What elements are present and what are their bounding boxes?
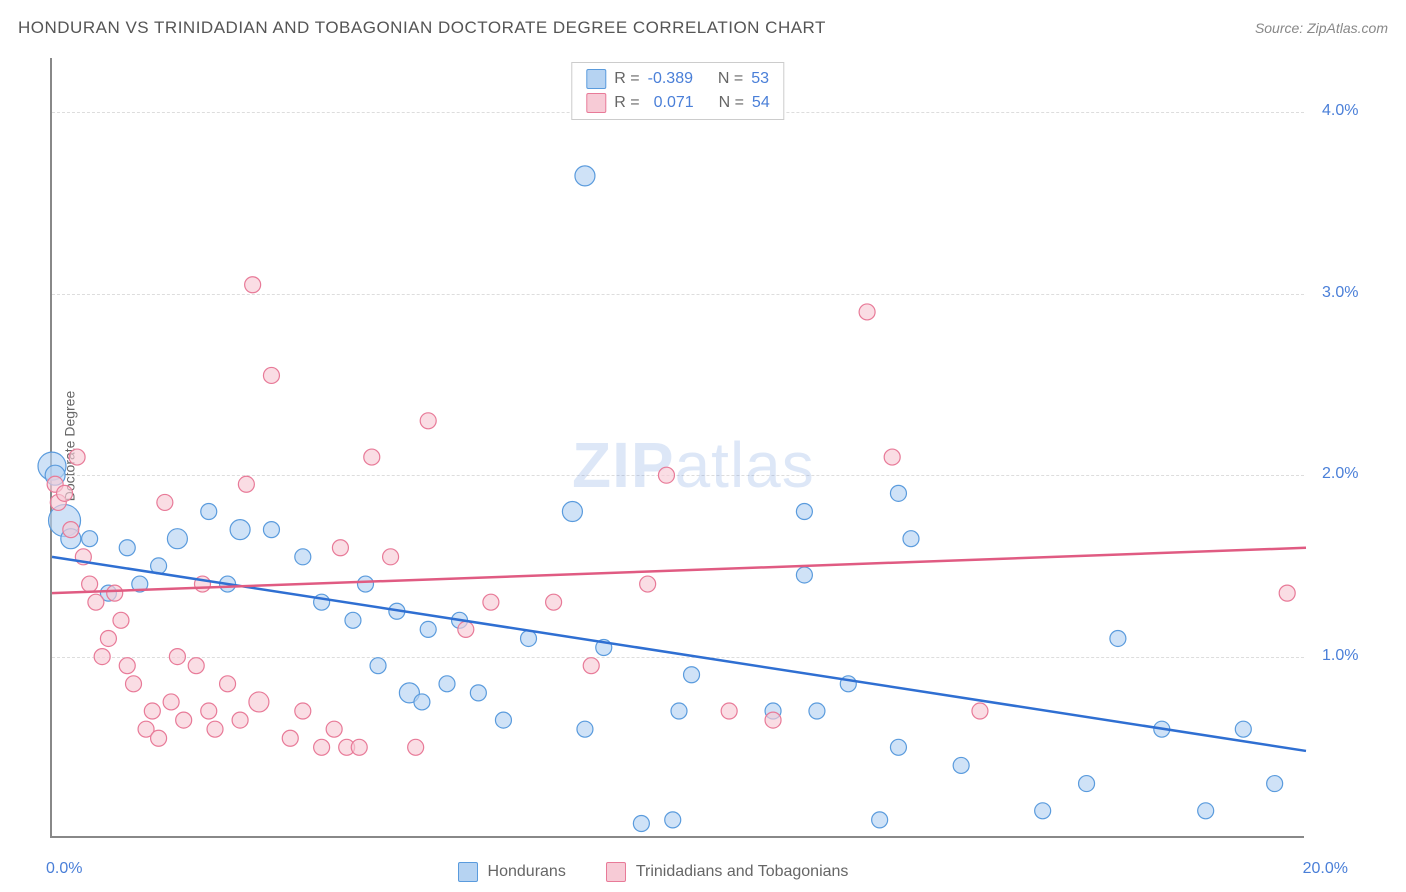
swatch-hondurans-icon	[458, 862, 478, 882]
swatch-hondurans	[586, 69, 606, 89]
chart-title: HONDURAN VS TRINIDADIAN AND TOBAGONIAN D…	[18, 18, 826, 38]
legend-item-trinidadians: Trinidadians and Tobagonians	[606, 862, 849, 882]
y-tick-label: 2.0%	[1322, 465, 1358, 483]
swatch-trinidadians	[586, 93, 606, 113]
source-label: Source: ZipAtlas.com	[1255, 20, 1388, 36]
y-tick-label: 3.0%	[1322, 284, 1358, 302]
y-tick-label: 1.0%	[1322, 647, 1358, 665]
series-legend: Hondurans Trinidadians and Tobagonians	[0, 862, 1306, 882]
x-tick-right: 20.0%	[1303, 860, 1348, 878]
legend-label-trinidadians: Trinidadians and Tobagonians	[636, 863, 849, 881]
legend-item-hondurans: Hondurans	[458, 862, 566, 882]
stats-row-trinidadians: R = 0.071 N = 54	[586, 91, 769, 115]
legend-label-hondurans: Hondurans	[488, 863, 566, 881]
stats-legend: R = -0.389 N = 53 R = 0.071 N = 54	[571, 62, 784, 120]
y-tick-label: 4.0%	[1322, 102, 1358, 120]
plot-area: ZIPatlas R = -0.389 N = 53 R = 0.071 N =…	[50, 58, 1304, 838]
stats-row-hondurans: R = -0.389 N = 53	[586, 67, 769, 91]
scatter-svg	[52, 58, 1304, 836]
swatch-trinidadians-icon	[606, 862, 626, 882]
